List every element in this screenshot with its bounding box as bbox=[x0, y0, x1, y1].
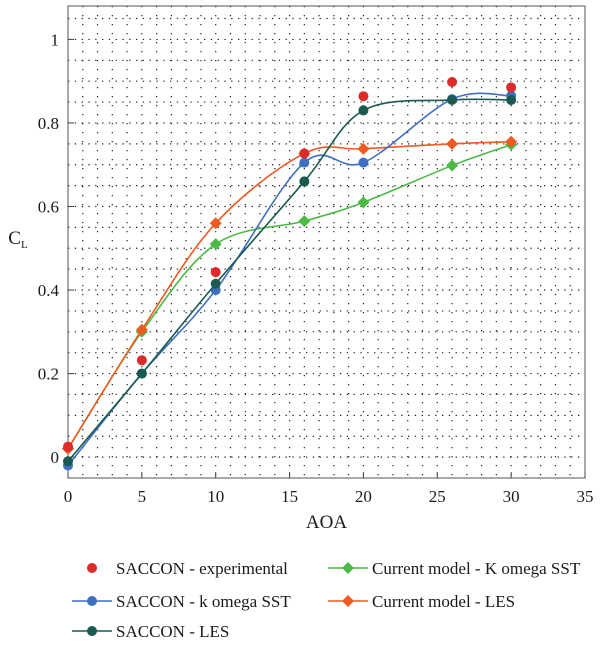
data-point bbox=[299, 157, 310, 168]
legend-item: Current model - K omega SST bbox=[328, 559, 581, 578]
data-point bbox=[358, 105, 369, 116]
data-point bbox=[135, 323, 148, 336]
y-axis-label: CL bbox=[8, 228, 28, 251]
data-point bbox=[136, 368, 147, 379]
data-point bbox=[298, 215, 311, 228]
legend-swatch-marker bbox=[342, 562, 354, 574]
legend-swatch-marker bbox=[87, 563, 97, 573]
data-point bbox=[446, 159, 459, 172]
legend-swatch-marker bbox=[342, 595, 354, 607]
y-axis-label-main: C bbox=[8, 228, 21, 249]
plot-frame bbox=[67, 5, 586, 479]
legend-item: Current model - LES bbox=[328, 592, 515, 611]
data-point bbox=[136, 355, 147, 366]
series-current-model-les bbox=[62, 135, 518, 455]
y-tick-label: 0.4 bbox=[38, 281, 60, 300]
data-point bbox=[447, 94, 458, 105]
data-point bbox=[357, 196, 370, 209]
series-saccon-les bbox=[63, 94, 517, 467]
y-tick-label: 0.6 bbox=[38, 197, 59, 216]
legend-label: Current model - K omega SST bbox=[372, 559, 581, 578]
legend-label: SACCON - LES bbox=[116, 622, 229, 641]
grid bbox=[68, 6, 585, 478]
axes: 0 5 10 15 20 25 30 35 0 0.2 0.4 0.6 0.8 1 bbox=[38, 30, 594, 506]
x-tick-label: 15 bbox=[281, 487, 298, 506]
data-point bbox=[358, 91, 369, 102]
series-saccon-k-omega-sst bbox=[63, 90, 517, 471]
legend-item: SACCON - experimental bbox=[87, 559, 288, 578]
legend-swatch-marker bbox=[87, 626, 97, 636]
data-point bbox=[209, 217, 222, 230]
y-tick-label: 0 bbox=[51, 448, 60, 467]
data-point bbox=[209, 238, 222, 251]
x-axis-label: AOA bbox=[306, 512, 347, 533]
legend-label: SACCON - experimental bbox=[116, 559, 288, 578]
data-point bbox=[357, 142, 370, 155]
data-point bbox=[447, 77, 458, 88]
series-line bbox=[67, 98, 512, 462]
y-tick-label: 1 bbox=[51, 30, 60, 49]
data-point bbox=[210, 278, 221, 289]
data-point bbox=[63, 441, 73, 452]
series bbox=[62, 77, 518, 471]
x-tick-label: 10 bbox=[207, 487, 224, 506]
series-line bbox=[67, 92, 512, 466]
legend-label: Current model - LES bbox=[372, 592, 515, 611]
data-point bbox=[299, 148, 310, 159]
x-tick-label: 0 bbox=[64, 487, 73, 506]
legend: SACCON - experimental Current model - K o… bbox=[72, 559, 581, 641]
legend-swatch-marker bbox=[87, 596, 97, 606]
legend-item: SACCON - k omega SST bbox=[72, 592, 291, 611]
data-point bbox=[210, 267, 221, 278]
y-tick-label: 0.2 bbox=[38, 365, 59, 384]
data-point bbox=[506, 94, 517, 105]
x-tick-label: 20 bbox=[355, 487, 372, 506]
x-tick-label: 5 bbox=[138, 487, 147, 506]
legend-label: SACCON - k omega SST bbox=[116, 592, 291, 611]
data-point bbox=[446, 137, 459, 150]
data-point bbox=[505, 135, 518, 148]
data-point bbox=[63, 456, 73, 467]
data-point bbox=[299, 176, 310, 187]
data-point bbox=[506, 82, 517, 93]
x-tick-label: 25 bbox=[429, 487, 446, 506]
series-saccon-experimental bbox=[63, 77, 517, 452]
y-tick-label: 0.8 bbox=[38, 114, 59, 133]
legend-item: SACCON - LES bbox=[72, 622, 229, 641]
data-point bbox=[358, 157, 369, 168]
x-tick-label: 35 bbox=[577, 487, 594, 506]
series-line bbox=[67, 140, 512, 450]
y-axis-label-subscript: L bbox=[21, 239, 28, 251]
x-tick-label: 30 bbox=[503, 487, 520, 506]
